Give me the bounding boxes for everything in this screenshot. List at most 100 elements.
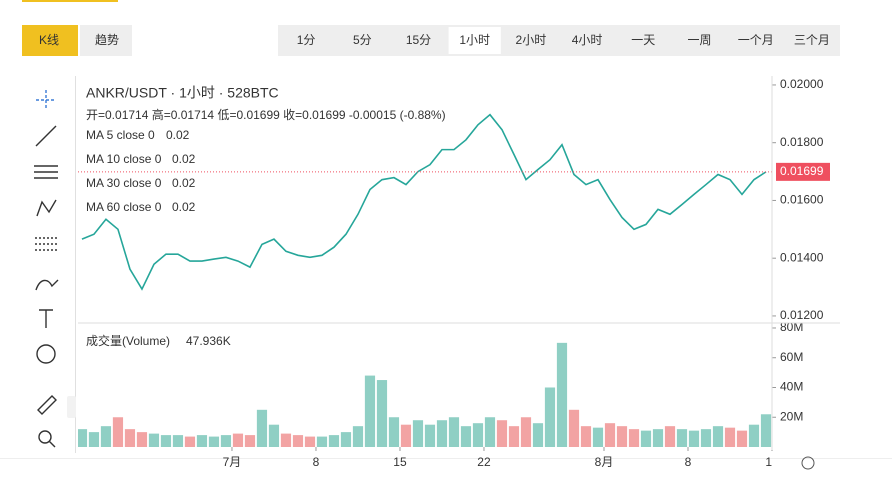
volume-bar: [628, 429, 640, 447]
volume-bar: [376, 380, 388, 447]
volume-bar: [160, 435, 172, 447]
line-tool[interactable]: [35, 125, 57, 147]
volume-value: 47.936K: [186, 334, 231, 348]
x-tick-label: 15: [393, 455, 407, 469]
crosshair-tool[interactable]: [36, 90, 56, 110]
volume-bar: [316, 436, 328, 447]
volume-bar: [424, 424, 436, 447]
volume-bar: [280, 433, 292, 447]
interval-label[interactable]: 1小时: [459, 33, 490, 47]
y-tick-label: 0.02000: [780, 77, 824, 91]
interval-label[interactable]: 一天: [631, 33, 655, 47]
chart-title: ANKR/USDT · 1小时 · 528BTC: [86, 85, 279, 101]
y-tick-label: 0.01600: [780, 193, 824, 207]
ma-value: 0.02: [172, 200, 196, 214]
volume-bar: [148, 433, 160, 447]
volume-bar: [124, 429, 136, 447]
interval-label[interactable]: 15分: [406, 33, 431, 47]
accent: [22, 0, 118, 2]
last-price-box: [776, 162, 830, 181]
volume-bar: [172, 435, 184, 447]
zoom-tool[interactable]: [48, 440, 56, 448]
volume-bar: [436, 420, 448, 447]
volume-bar: [652, 429, 664, 447]
x-tick-label: 15: [765, 455, 779, 469]
zoom-tool[interactable]: [38, 430, 52, 444]
volume-bar: [580, 426, 592, 447]
volume-bar: [256, 409, 268, 447]
volume-bar: [568, 409, 580, 447]
y-tick-label: 80M: [780, 320, 803, 334]
volume-bar: [208, 436, 220, 447]
y-tick-label: 20M: [780, 409, 803, 423]
volume-bar: [640, 430, 652, 447]
volume-bar: [724, 427, 736, 447]
volume-bar: [400, 424, 412, 447]
interval-label[interactable]: 三个月: [794, 33, 830, 47]
x-tick-label: 8: [313, 455, 320, 469]
volume-bar: [688, 430, 700, 447]
ma-value: 0.02: [172, 176, 196, 190]
volume-bar: [304, 436, 316, 447]
interval-label[interactable]: 1分: [297, 33, 316, 47]
fib-tool[interactable]: [35, 237, 57, 251]
volume-bar: [556, 342, 568, 447]
ruler-tool[interactable]: [37, 395, 57, 415]
tab-label: K线: [39, 33, 59, 47]
volume-bar: [196, 435, 208, 447]
toolbar: [34, 90, 59, 448]
volume-bar: [460, 426, 472, 447]
volume-bar: [328, 435, 340, 447]
tab[interactable]: [80, 25, 132, 56]
volume-bar: [520, 417, 532, 447]
collapse-button[interactable]: [67, 396, 76, 418]
volume-bar: [496, 420, 508, 447]
ma-value: 0.02: [172, 152, 196, 166]
emoji-tool[interactable]: [36, 344, 56, 364]
brush-tool[interactable]: [35, 279, 59, 291]
ma-label: MA 5 close 0: [86, 128, 155, 142]
parallel-tool[interactable]: [34, 165, 58, 179]
volume-bar: [472, 423, 484, 447]
interval-label[interactable]: 一周: [687, 33, 711, 47]
interval-label[interactable]: 2小时: [516, 33, 547, 47]
ma-label: MA 10 close 0: [86, 152, 162, 166]
volume-bar: [616, 426, 628, 447]
x-tick-label: 7月: [223, 455, 242, 469]
interval-active: [448, 27, 501, 54]
volume-bar: [736, 430, 748, 447]
ohlc: 开=0.01714 高=0.01714 低=0.01699 收=0.01699 …: [86, 107, 446, 122]
pattern-tool[interactable]: [36, 199, 57, 217]
x-tick-label: 22: [477, 455, 491, 469]
volume-bar: [232, 433, 244, 447]
ma-value: 0.02: [166, 128, 190, 142]
volume-bar: [544, 387, 556, 447]
volume-bar: [88, 432, 100, 447]
ma-label: MA 60 close 0: [86, 200, 162, 214]
settings-button[interactable]: [801, 456, 815, 470]
volume-bar: [532, 423, 544, 447]
volume-bar: [352, 426, 364, 447]
interval-label[interactable]: 4小时: [572, 33, 603, 47]
volume-bar: [412, 420, 424, 447]
plot-area: [78, 113, 772, 447]
x-tick-label: 8月: [595, 455, 614, 469]
tab[interactable]: [22, 25, 78, 56]
volume-bar: [244, 435, 256, 447]
volume-bar: [760, 414, 772, 447]
volume-bar: [100, 426, 112, 447]
text-tool[interactable]: [39, 309, 53, 328]
ma-label: MA 30 close 0: [86, 176, 162, 190]
volume-title: 成交量(Volume): [86, 333, 170, 348]
volume-bar: [676, 429, 688, 447]
interval-label[interactable]: 一个月: [738, 33, 774, 47]
volume-bar: [292, 435, 304, 447]
volume-bar: [78, 429, 88, 447]
price-line: [81, 113, 767, 291]
interval-bar: [278, 25, 840, 56]
volume-bar: [484, 417, 496, 447]
volume-bar: [220, 435, 232, 447]
interval-label[interactable]: 5分: [353, 33, 372, 47]
y-tick-label: 0.01400: [780, 250, 824, 264]
